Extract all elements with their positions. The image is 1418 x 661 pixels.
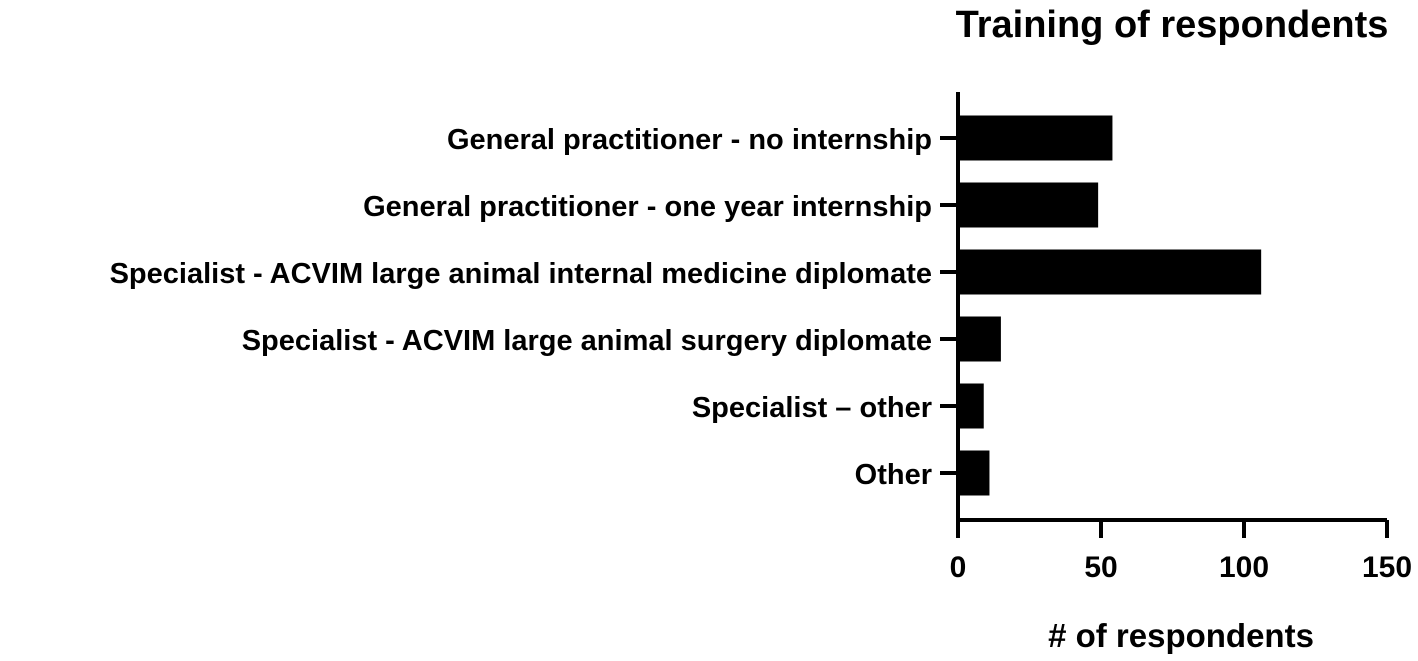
y-ticks-group [940,136,958,475]
category-label: General practitioner - one year internsh… [363,191,932,223]
category-label: Specialist – other [692,392,932,424]
bar [958,450,990,496]
bar [958,182,1099,228]
x-tick-label: 150 [1362,551,1412,584]
category-label: Specialist - ACVIM large animal surgery … [242,325,932,357]
bar [958,249,1262,295]
x-tick-label: 0 [950,551,967,584]
bar [958,115,1113,161]
bar [958,316,1001,362]
bars-group [958,115,1262,496]
bar [958,383,984,429]
category-label: Other [855,459,932,491]
category-labels-group: General practitioner - no internship Gene… [110,124,932,491]
chart-title: Training of respondents [956,4,1389,46]
x-axis-label: # of respondents [1048,617,1314,654]
x-tick-label: 50 [1084,551,1117,584]
x-ticks-group: 0 50 100 150 [950,520,1412,584]
x-tick-label: 100 [1219,551,1269,584]
category-label: Specialist - ACVIM large animal internal… [110,258,932,290]
category-label: General practitioner - no internship [447,124,932,156]
